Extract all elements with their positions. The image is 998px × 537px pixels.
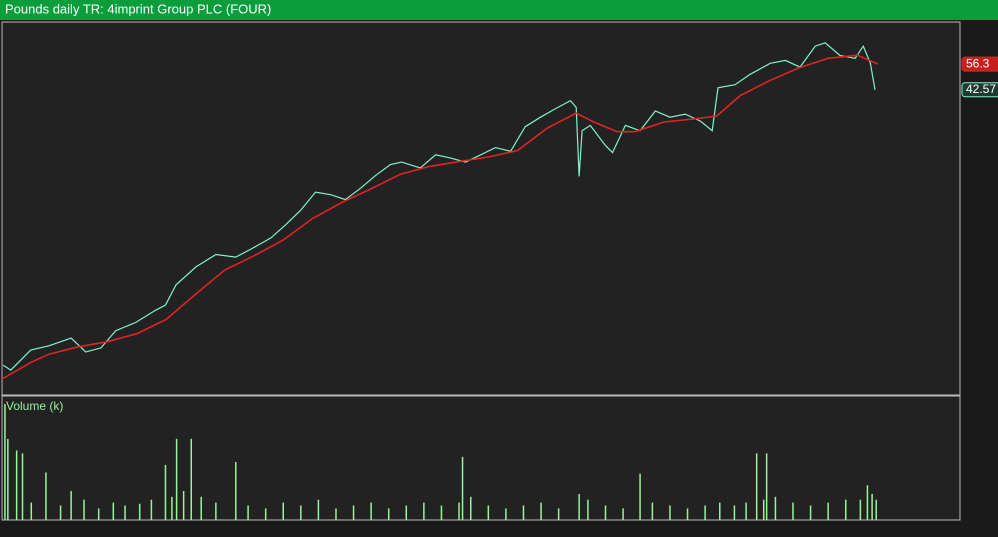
last-value-label: 56.3 bbox=[966, 56, 990, 70]
volume-bar bbox=[651, 502, 654, 520]
volume-bar bbox=[719, 502, 721, 520]
volume-bar bbox=[70, 491, 72, 520]
volume-bar bbox=[124, 505, 126, 520]
volume-bar bbox=[469, 496, 472, 520]
volume-bar bbox=[522, 505, 525, 520]
volume-bar bbox=[639, 473, 641, 520]
volume-bar bbox=[200, 496, 202, 520]
volume-bar bbox=[733, 505, 736, 520]
volume-bar bbox=[844, 499, 847, 520]
volume-bar bbox=[458, 502, 460, 520]
last-value-box bbox=[961, 82, 998, 98]
volume-bar bbox=[745, 502, 747, 520]
volume-bar bbox=[235, 462, 237, 520]
volume-bar bbox=[578, 493, 580, 520]
volume-bar bbox=[150, 499, 153, 520]
chart-title: Pounds daily TR: 4imprint Group PLC (FOU… bbox=[5, 1, 271, 16]
volume-bar bbox=[755, 453, 758, 520]
volume-bar bbox=[282, 502, 284, 520]
volume-bar bbox=[182, 491, 185, 520]
volume-bar bbox=[264, 508, 267, 520]
volume-bar bbox=[875, 499, 877, 520]
volume-bar bbox=[809, 505, 812, 520]
volume-bar bbox=[317, 499, 320, 520]
volume-bar bbox=[175, 438, 178, 520]
volume-bar bbox=[171, 496, 173, 520]
volume-bar bbox=[540, 502, 542, 520]
volume-bar bbox=[423, 502, 425, 520]
volume-bar bbox=[686, 508, 689, 520]
volume-bar bbox=[112, 502, 115, 520]
volume-bar bbox=[604, 505, 607, 520]
volume-bar bbox=[190, 438, 193, 520]
price-panel bbox=[1, 21, 961, 396]
volume-bar bbox=[247, 505, 249, 520]
volume-bar bbox=[4, 404, 6, 520]
volume-bar bbox=[557, 508, 560, 520]
volume-bar bbox=[866, 485, 869, 520]
volume-bar bbox=[300, 505, 302, 520]
volume-bar bbox=[792, 502, 794, 520]
last-value-box bbox=[961, 56, 998, 72]
volume-bar bbox=[505, 508, 507, 520]
volume-bar bbox=[440, 505, 443, 520]
volume-bar bbox=[7, 438, 9, 520]
volume-bar bbox=[370, 502, 372, 520]
volume-bar bbox=[97, 508, 100, 520]
volume-bar bbox=[461, 456, 464, 520]
volume-panel bbox=[1, 395, 961, 521]
volume-bar bbox=[164, 464, 167, 520]
volume-bar bbox=[138, 503, 141, 520]
volume-bar bbox=[622, 508, 624, 520]
volume-bar bbox=[774, 496, 777, 520]
volume-bar bbox=[335, 508, 337, 520]
volume-bar bbox=[827, 502, 829, 520]
volume-bar bbox=[871, 493, 873, 520]
marks bbox=[1, 42, 879, 520]
volume-bar bbox=[405, 505, 408, 520]
volume-bar bbox=[15, 450, 18, 520]
volume-bar bbox=[21, 453, 24, 520]
price-line bbox=[2, 42, 876, 371]
last-value-label: 42.57 bbox=[966, 82, 996, 96]
volume-bar bbox=[83, 499, 85, 520]
volume-bar bbox=[387, 508, 390, 520]
volume-bar bbox=[45, 472, 47, 520]
volume-bar bbox=[487, 505, 490, 520]
volume-bar bbox=[762, 499, 765, 520]
price-line bbox=[1, 54, 879, 380]
volume-bar bbox=[587, 499, 589, 520]
volume-bar bbox=[215, 502, 217, 520]
volume-bar bbox=[765, 453, 768, 520]
volume-bar bbox=[30, 502, 33, 520]
title-bar bbox=[0, 0, 998, 20]
volume-bar bbox=[859, 499, 862, 520]
labels: 42.57 56.3 bbox=[961, 56, 998, 98]
volume-bar bbox=[669, 505, 671, 520]
volume-title: Volume (k) bbox=[6, 399, 63, 413]
volume-bar bbox=[352, 505, 355, 520]
volume-bar bbox=[704, 505, 706, 520]
volume-bar bbox=[59, 505, 62, 520]
